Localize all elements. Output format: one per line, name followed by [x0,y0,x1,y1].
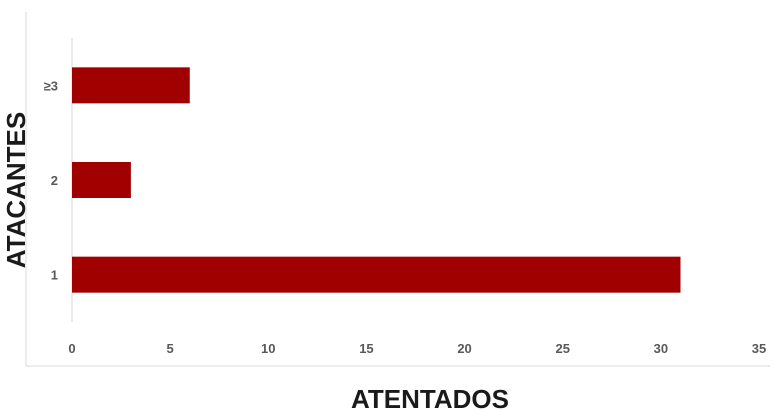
x-axis-title: ATENTADOS [351,384,509,410]
bar-1 [72,162,131,198]
bars-group [72,67,681,293]
x-tick-label: 5 [167,341,174,356]
y-tick-label: 2 [51,173,58,188]
bar-0 [72,67,190,104]
y-tick-label: 1 [51,268,58,283]
x-tick-label: 20 [457,341,471,356]
y-tick-label: ≥3 [44,78,58,93]
x-tick-label: 0 [68,341,75,356]
bar-2 [72,256,681,293]
x-tick-label: 10 [261,341,275,356]
x-tick-labels: 0 5 10 15 20 25 30 35 [68,341,766,356]
x-tick-label: 15 [359,341,373,356]
y-axis-title: ATACANTES [1,112,31,268]
x-tick-label: 35 [752,341,766,356]
x-tick-label: 25 [555,341,569,356]
y-tick-labels: ≥3 2 1 [44,78,58,282]
x-tick-label: 30 [654,341,668,356]
